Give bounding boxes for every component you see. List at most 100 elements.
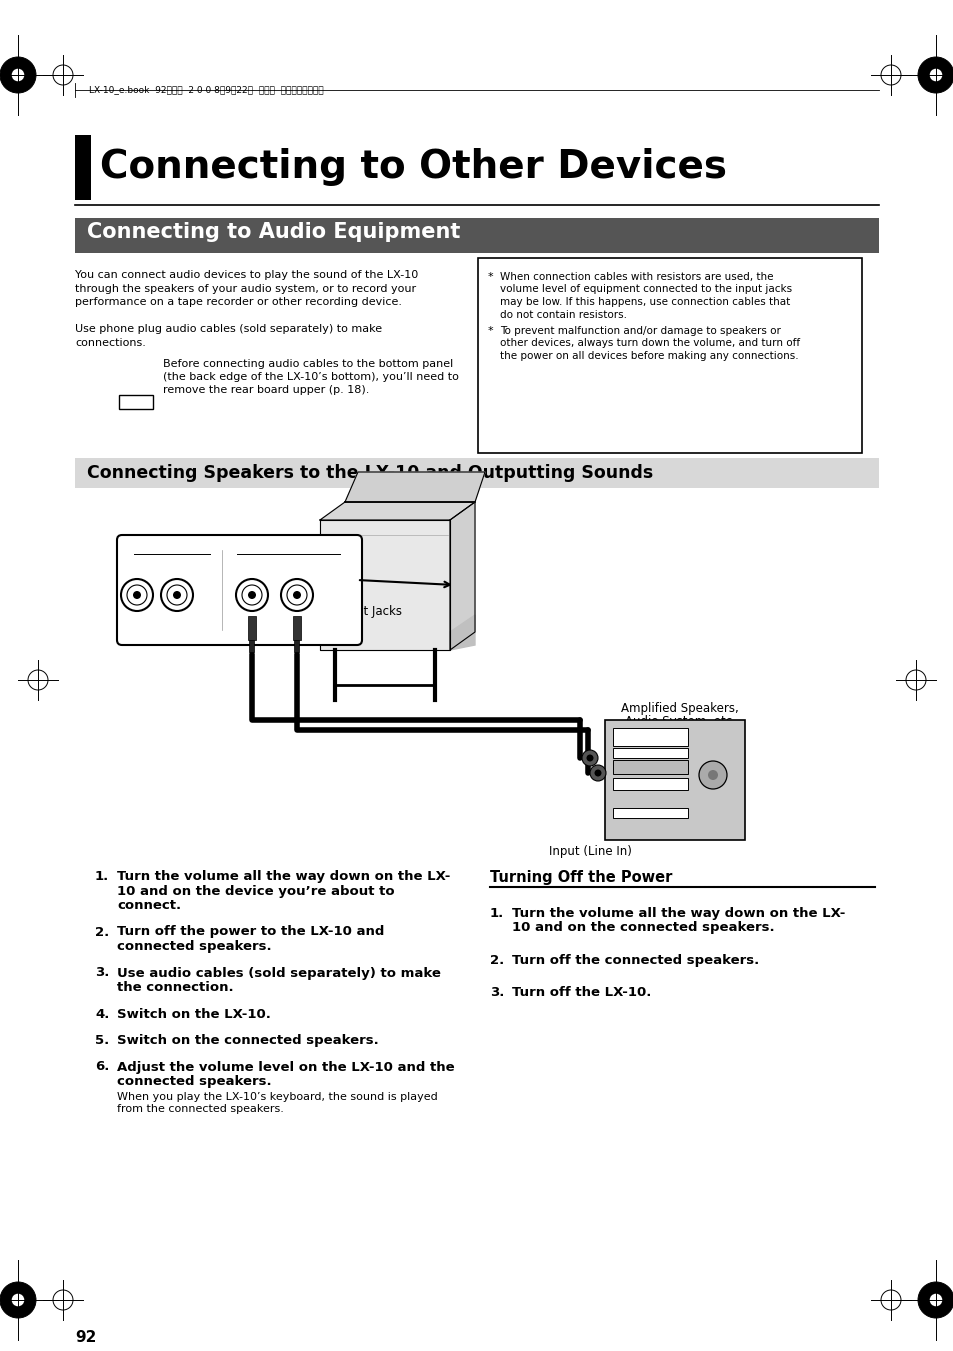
Text: 5.: 5.	[95, 1034, 110, 1047]
Text: To prevent malfunction and/or damage to speakers or: To prevent malfunction and/or damage to …	[499, 326, 781, 336]
Text: Input: Input	[160, 546, 184, 555]
Text: through the speakers of your audio system, or to record your: through the speakers of your audio syste…	[75, 284, 416, 293]
Text: Before connecting audio cables to the bottom panel: Before connecting audio cables to the bo…	[163, 359, 453, 369]
Text: └Stereo┘: └Stereo┘	[256, 617, 294, 626]
Circle shape	[699, 761, 726, 789]
Text: Use audio cables (sold separately) to make: Use audio cables (sold separately) to ma…	[117, 966, 440, 979]
Text: L/Mono: L/Mono	[161, 565, 193, 574]
Text: Audio System, etc.: Audio System, etc.	[624, 715, 735, 728]
Polygon shape	[450, 503, 475, 650]
Circle shape	[586, 754, 593, 762]
Text: from the connected speakers.: from the connected speakers.	[117, 1105, 284, 1115]
Text: Amplified Speakers,: Amplified Speakers,	[620, 703, 739, 715]
Text: You can connect audio devices to play the sound of the LX-10: You can connect audio devices to play th…	[75, 270, 417, 280]
Text: volume level of equipment connected to the input jacks: volume level of equipment connected to t…	[499, 285, 791, 295]
Text: do not contain resistors.: do not contain resistors.	[499, 309, 626, 319]
Text: *: *	[488, 272, 493, 282]
Circle shape	[293, 590, 301, 598]
Text: R: R	[249, 565, 254, 574]
Text: 10 and on the device you’re about to: 10 and on the device you’re about to	[117, 885, 395, 897]
Bar	[613, 761, 687, 774]
FancyBboxPatch shape	[119, 394, 152, 409]
Text: When connection cables with resistors are used, the: When connection cables with resistors ar…	[499, 272, 773, 282]
Circle shape	[11, 69, 24, 81]
Bar	[604, 720, 744, 840]
Text: *: *	[488, 326, 493, 336]
Text: 10 and on the connected speakers.: 10 and on the connected speakers.	[512, 921, 774, 935]
Circle shape	[707, 770, 718, 780]
Circle shape	[0, 1282, 36, 1319]
Text: Output: Output	[273, 546, 304, 555]
Circle shape	[929, 69, 942, 81]
Text: (the back edge of the LX-10’s bottom), you’ll need to: (the back edge of the LX-10’s bottom), y…	[163, 372, 458, 382]
Text: Turning Off the Power: Turning Off the Power	[490, 870, 672, 885]
Bar	[613, 778, 687, 790]
Text: 2.: 2.	[95, 925, 110, 939]
Text: 3.: 3.	[95, 966, 110, 979]
Text: Turn off the power to the LX-10 and: Turn off the power to the LX-10 and	[117, 925, 384, 939]
Bar	[613, 748, 687, 758]
Text: R: R	[133, 565, 140, 574]
Text: When you play the LX-10’s keyboard, the sound is played: When you play the LX-10’s keyboard, the …	[117, 1093, 437, 1102]
Circle shape	[929, 1294, 942, 1306]
Text: 6.: 6.	[95, 1061, 110, 1074]
Bar	[477, 258, 862, 453]
Text: 4.: 4.	[95, 1008, 110, 1020]
Text: connected speakers.: connected speakers.	[117, 940, 272, 952]
Bar	[75, 218, 878, 253]
Text: Output Jacks: Output Jacks	[327, 605, 401, 617]
Text: 92: 92	[75, 1329, 96, 1346]
Text: Adjust the volume level on the LX-10 and the: Adjust the volume level on the LX-10 and…	[117, 1061, 455, 1074]
Text: the connection.: the connection.	[117, 981, 233, 994]
Text: Connecting to Audio Equipment: Connecting to Audio Equipment	[87, 222, 460, 242]
Circle shape	[172, 590, 181, 598]
Text: Connecting Speakers to the LX-10 and Outputting Sounds: Connecting Speakers to the LX-10 and Out…	[87, 463, 653, 482]
Bar	[75, 135, 91, 200]
Text: performance on a tape recorder or other recording device.: performance on a tape recorder or other …	[75, 297, 401, 307]
Text: Turn off the LX-10.: Turn off the LX-10.	[512, 986, 651, 1000]
Bar	[613, 808, 687, 817]
Text: may be low. If this happens, use connection cables that: may be low. If this happens, use connect…	[499, 297, 789, 307]
Circle shape	[248, 590, 255, 598]
Circle shape	[917, 57, 953, 93]
Circle shape	[589, 765, 605, 781]
Polygon shape	[319, 503, 475, 520]
Text: Turn off the connected speakers.: Turn off the connected speakers.	[512, 954, 759, 967]
Circle shape	[132, 590, 141, 598]
Text: 3.: 3.	[490, 986, 504, 1000]
Bar	[248, 616, 255, 640]
Bar	[294, 640, 299, 653]
Text: 1.: 1.	[490, 907, 504, 920]
Bar	[613, 728, 687, 746]
Text: L/Mono: L/Mono	[280, 565, 313, 574]
Text: Use phone plug audio cables (sold separately) to make: Use phone plug audio cables (sold separa…	[75, 324, 382, 334]
Bar	[250, 640, 254, 653]
Polygon shape	[319, 520, 450, 650]
Text: Switch on the connected speakers.: Switch on the connected speakers.	[117, 1034, 378, 1047]
Polygon shape	[450, 615, 475, 650]
Text: connected speakers.: connected speakers.	[117, 1075, 272, 1088]
Text: Connecting to Other Devices: Connecting to Other Devices	[100, 149, 726, 186]
Bar	[75, 458, 878, 488]
Text: 1.: 1.	[95, 870, 110, 884]
Circle shape	[11, 1294, 24, 1306]
Text: 2.: 2.	[490, 954, 504, 967]
Circle shape	[0, 57, 36, 93]
Circle shape	[917, 1282, 953, 1319]
Text: LX-10_e.book  92ページ  2 0 0 8年9月22日  月曜日  午前１０時５１分: LX-10_e.book 92ページ 2 0 0 8年9月22日 月曜日 午前１…	[89, 85, 323, 95]
Text: the power on all devices before making any connections.: the power on all devices before making a…	[499, 351, 798, 361]
Text: └Stereo┘: └Stereo┘	[138, 617, 175, 626]
Circle shape	[594, 770, 601, 777]
Text: remove the rear board upper (p. 18).: remove the rear board upper (p. 18).	[163, 385, 369, 394]
FancyBboxPatch shape	[117, 535, 361, 644]
Text: Switch on the LX-10.: Switch on the LX-10.	[117, 1008, 271, 1020]
Text: Input (Line In): Input (Line In)	[548, 844, 631, 858]
Text: Turn the volume all the way down on the LX-: Turn the volume all the way down on the …	[512, 907, 844, 920]
Text: NOTE: NOTE	[123, 403, 149, 411]
Text: other devices, always turn down the volume, and turn off: other devices, always turn down the volu…	[499, 339, 800, 349]
Text: connections.: connections.	[75, 338, 146, 347]
Text: Turn the volume all the way down on the LX-: Turn the volume all the way down on the …	[117, 870, 450, 884]
Polygon shape	[345, 471, 484, 503]
Text: connect.: connect.	[117, 898, 181, 912]
Bar	[293, 616, 301, 640]
